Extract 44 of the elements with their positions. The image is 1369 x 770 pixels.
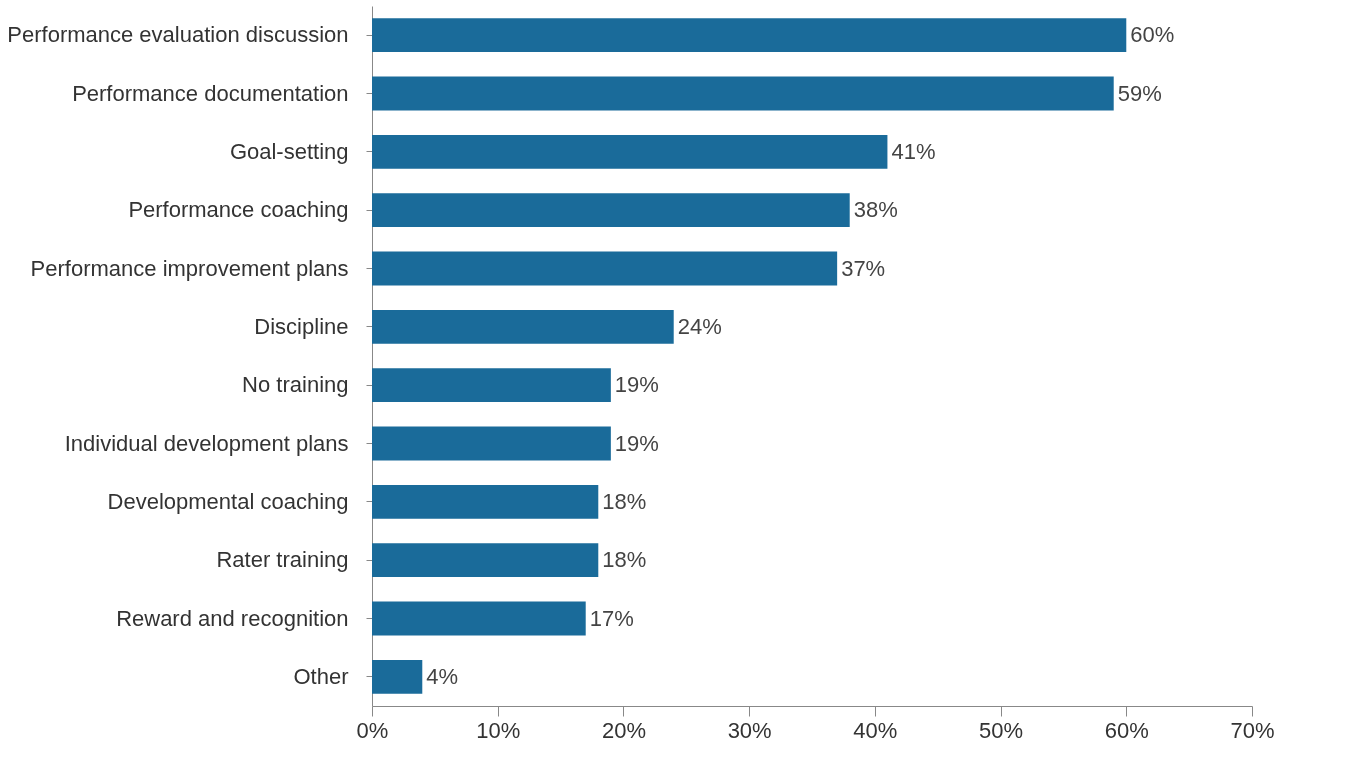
- y-tick-label: Developmental coaching: [107, 488, 349, 514]
- data-label: 19%: [614, 372, 659, 398]
- y-tick-label: Other: [293, 663, 349, 689]
- data-label: 60%: [1130, 22, 1175, 48]
- data-label: 18%: [602, 547, 647, 573]
- bar: [372, 659, 423, 694]
- y-tick-label: Rater training: [216, 547, 349, 573]
- x-tick-label: 10%: [476, 717, 521, 743]
- data-label: 18%: [602, 488, 647, 514]
- bar: [372, 251, 838, 286]
- bar: [372, 193, 850, 228]
- bar: [372, 134, 888, 169]
- y-tick-label: Reward and recognition: [116, 605, 349, 631]
- x-tick-label: 20%: [601, 717, 646, 743]
- data-label: 38%: [853, 197, 898, 223]
- bar: [372, 543, 599, 578]
- y-tick-label: Performance documentation: [72, 80, 349, 106]
- bar: [372, 76, 1114, 111]
- data-label: 17%: [589, 605, 634, 631]
- data-label: 4%: [426, 663, 459, 689]
- bar: [372, 426, 611, 461]
- y-tick-label: Performance improvement plans: [30, 255, 349, 281]
- y-tick-label: No training: [242, 372, 349, 398]
- x-tick-label: 0%: [356, 717, 389, 743]
- bar: [372, 368, 611, 403]
- x-tick-label: 30%: [727, 717, 772, 743]
- bar: [372, 601, 586, 636]
- y-tick-label: Performance coaching: [128, 197, 349, 223]
- y-tick-label: Goal-setting: [229, 138, 349, 164]
- x-tick-label: 50%: [979, 717, 1024, 743]
- data-label: 37%: [841, 255, 886, 281]
- x-tick-label: 40%: [853, 717, 898, 743]
- x-tick-label: 60%: [1104, 717, 1149, 743]
- y-tick-label: Performance evaluation discussion: [7, 22, 349, 48]
- y-tick-label: Individual development plans: [64, 430, 349, 456]
- bar: [372, 484, 599, 519]
- bar: [372, 18, 1127, 53]
- y-tick-label: Discipline: [254, 313, 349, 339]
- x-tick-label: 70%: [1230, 717, 1275, 743]
- bar: [372, 309, 674, 344]
- data-label: 59%: [1117, 80, 1162, 106]
- data-label: 41%: [891, 138, 936, 164]
- data-label: 19%: [614, 430, 659, 456]
- data-label: 24%: [677, 313, 722, 339]
